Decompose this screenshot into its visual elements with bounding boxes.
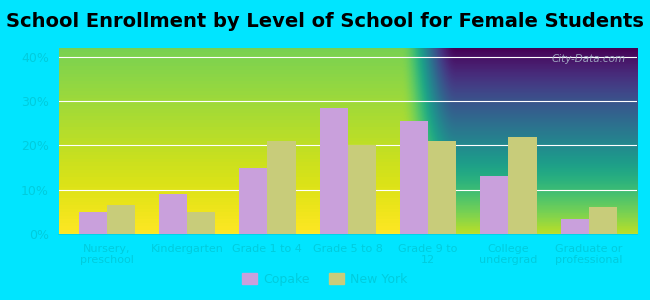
Legend: Copake, New York: Copake, New York xyxy=(237,268,413,291)
Bar xyxy=(239,168,267,234)
Bar xyxy=(428,141,456,234)
Bar xyxy=(400,121,428,234)
Text: City-Data.com: City-Data.com xyxy=(551,54,625,64)
Bar xyxy=(561,218,589,234)
Bar xyxy=(589,207,617,234)
Bar xyxy=(107,205,135,234)
Bar xyxy=(187,212,215,234)
Bar xyxy=(159,194,187,234)
Bar xyxy=(508,136,536,234)
Bar xyxy=(480,176,508,234)
Text: School Enrollment by Level of School for Female Students: School Enrollment by Level of School for… xyxy=(6,12,644,31)
Bar xyxy=(267,141,296,234)
Bar xyxy=(348,146,376,234)
Bar xyxy=(320,108,348,234)
Bar xyxy=(79,212,107,234)
